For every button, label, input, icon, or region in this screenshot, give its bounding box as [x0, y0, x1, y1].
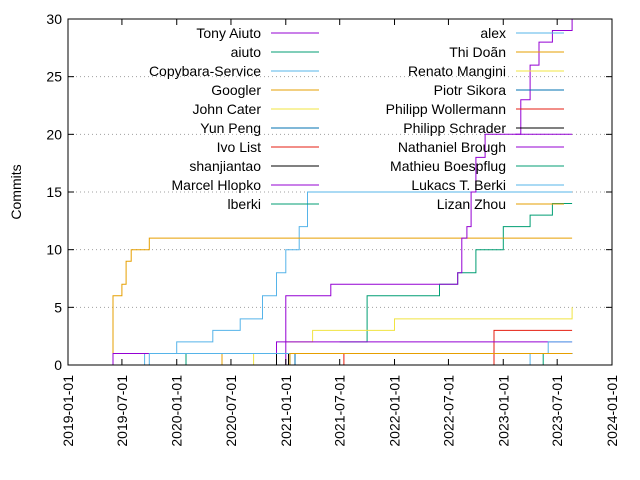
- y-tick-label: 20: [46, 126, 62, 142]
- legend-label: Ivo List: [217, 139, 261, 155]
- y-tick-label: 30: [46, 11, 62, 27]
- legend-label: Lukacs T. Berki: [411, 177, 506, 193]
- legend-label: Mathieu Boespflug: [390, 158, 506, 174]
- legend-label: Piotr Sikora: [434, 82, 507, 98]
- series-line-philipp-wollermann: [339, 353, 573, 366]
- series-line-shanjiantao: [285, 353, 573, 366]
- x-tick-label: 2024-01-01: [604, 375, 620, 447]
- x-tick-label: 2019-01-01: [60, 375, 76, 447]
- x-tick-label: 2021-07-01: [332, 375, 348, 447]
- legend-label: aiuto: [231, 44, 262, 60]
- series-line-philipp-schrader: [267, 353, 573, 366]
- legend-label: Marcel Hlopko: [172, 177, 262, 193]
- x-tick-label: 2023-07-01: [549, 375, 565, 447]
- x-tick-label: 2021-01-01: [278, 375, 294, 447]
- x-tick-label: 2020-01-01: [169, 375, 185, 447]
- plot-border: [67, 18, 613, 366]
- x-tick-label: 2023-01-01: [495, 375, 511, 447]
- y-tick-label: 25: [46, 69, 62, 85]
- legend-label: Lizan Zhou: [437, 196, 506, 212]
- series-line-lberki: [176, 353, 573, 366]
- series-line-renato-mangini: [249, 353, 573, 366]
- legend-label: John Cater: [193, 101, 262, 117]
- legend-label: Thi Doãn: [449, 44, 506, 60]
- legend-label: shanjiantao: [189, 158, 261, 174]
- y-tick-label: 5: [54, 299, 62, 315]
- x-tick-label: 2020-07-01: [223, 375, 239, 447]
- x-tick-label: 2019-07-01: [114, 375, 130, 447]
- axes: 0 5 10 15 20 25 30 2019-01-01 2019-07-01 2020-01-…: [46, 11, 620, 447]
- legend-label: Tony Aiuto: [196, 25, 261, 41]
- y-tick-label: 10: [46, 242, 62, 258]
- legend-label: Nathaniel Brough: [398, 139, 506, 155]
- series-line-yun-peng: [285, 353, 573, 366]
- series-line-john-cater: [285, 307, 573, 343]
- y-tick-label: 15: [46, 184, 62, 200]
- series-line-googler: [107, 237, 573, 366]
- series-line-lukacs-t-berki: [144, 353, 573, 366]
- x-tick-label: 2022-01-01: [387, 375, 403, 447]
- series-line-nathaniel-brough: [276, 133, 573, 366]
- legend-label: lberki: [228, 196, 261, 212]
- series-line-mathieu-boespflug: [539, 353, 573, 366]
- series-line-copybara-service: [126, 191, 573, 366]
- series-line-piotr-sikora: [285, 353, 573, 366]
- legend-label: Philipp Wollermann: [386, 101, 506, 117]
- series-line-tony-aiuto: [515, 19, 573, 135]
- x-tick-label: 2022-07-01: [440, 375, 456, 447]
- legend-label: Philipp Schrader: [403, 120, 506, 136]
- series-line-lizan-zhou: [285, 353, 573, 366]
- legend-label: alex: [480, 25, 506, 41]
- legend: Tony Aiuto aiuto Copybara-Service Googler Jo…: [149, 25, 564, 212]
- legend-label: Googler: [211, 82, 261, 98]
- series-line-thi-do-n: [212, 353, 573, 366]
- series-line-ivo-list: [489, 329, 573, 366]
- legend-label: Renato Mangini: [408, 63, 506, 79]
- legend-label: Copybara-Service: [149, 63, 261, 79]
- series-line-aiuto: [339, 203, 573, 343]
- y-tick-label: 0: [54, 357, 62, 373]
- y-axis-label: Commits: [8, 164, 24, 219]
- legend-label: Yun Peng: [200, 120, 261, 136]
